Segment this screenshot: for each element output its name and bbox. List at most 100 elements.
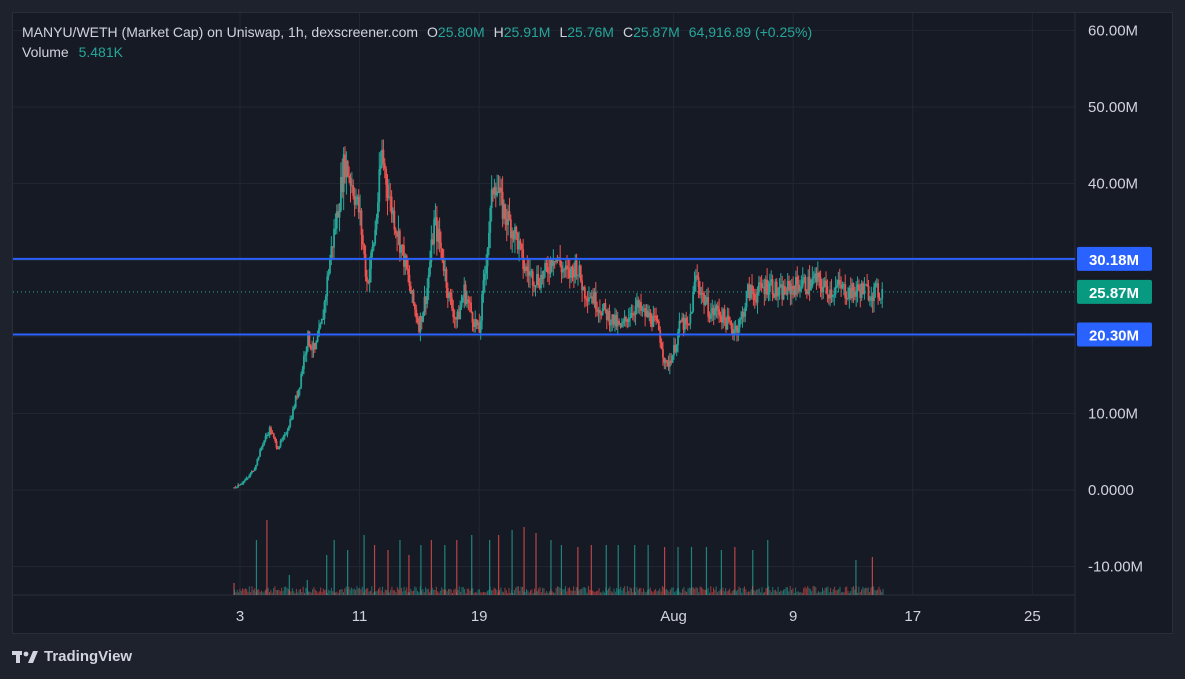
volume-bar xyxy=(855,586,857,595)
candle-body xyxy=(788,281,790,284)
candle-body xyxy=(619,323,622,327)
candle-body xyxy=(853,291,856,297)
candle-body xyxy=(485,266,488,274)
candle-body xyxy=(398,230,401,253)
candle-body xyxy=(778,286,781,296)
candle-body xyxy=(256,459,259,466)
candle-body xyxy=(664,360,667,363)
candle-body xyxy=(518,240,520,250)
volume-bar xyxy=(422,589,424,595)
candle-body xyxy=(415,309,418,318)
volume-bar xyxy=(852,586,854,595)
volume-bar xyxy=(559,588,561,595)
volume-bar xyxy=(546,590,548,595)
volume-bar xyxy=(625,592,627,595)
candle-body xyxy=(503,204,505,219)
volume-bar xyxy=(266,520,268,595)
candle-body xyxy=(266,434,268,437)
candle-body xyxy=(736,326,738,333)
volume-bar xyxy=(395,592,397,595)
volume-bar xyxy=(836,590,838,595)
candle-body xyxy=(397,230,400,237)
candle-body xyxy=(408,274,411,286)
candle-body xyxy=(714,311,716,316)
candle-body xyxy=(304,354,307,356)
volume-bar xyxy=(466,588,468,595)
candle-body xyxy=(821,286,823,293)
candle-body xyxy=(770,279,773,283)
volume-bar xyxy=(246,589,248,595)
candle-body xyxy=(345,161,348,178)
candle-body xyxy=(707,297,710,317)
high-label: H xyxy=(493,24,504,40)
candle-body xyxy=(660,342,663,350)
volume-bar xyxy=(519,590,521,595)
volume-bar xyxy=(617,545,619,595)
candle-body xyxy=(712,308,715,316)
volume-bar xyxy=(672,587,674,595)
candle-body xyxy=(360,210,363,235)
volume-bar xyxy=(844,587,846,595)
chart-frame[interactable] xyxy=(12,12,1173,634)
volume-bar xyxy=(585,588,587,595)
volume-bar xyxy=(511,589,513,595)
candle-body xyxy=(355,199,357,205)
volume-bar xyxy=(863,588,865,595)
candle-body xyxy=(572,269,575,278)
candle-body xyxy=(459,307,462,320)
candle-body xyxy=(467,299,470,302)
volume-bar xyxy=(648,589,650,595)
volume-bar xyxy=(251,586,253,595)
volume-bar xyxy=(410,588,412,595)
volume-bar xyxy=(599,592,601,595)
volume-bar xyxy=(822,587,824,595)
volume-bar xyxy=(333,540,335,595)
volume-bars xyxy=(233,520,884,595)
candle-body xyxy=(685,318,688,324)
candle-body xyxy=(471,312,474,323)
tradingview-branding[interactable]: TradingView xyxy=(12,648,132,665)
candle-body xyxy=(864,284,867,286)
candle-body xyxy=(359,210,361,213)
volume-bar xyxy=(356,586,358,595)
candle-body xyxy=(315,341,318,350)
volume-bar xyxy=(705,547,708,595)
volume-bar xyxy=(544,592,546,595)
candle-body xyxy=(551,259,553,266)
candle-body xyxy=(498,187,501,193)
candle-body xyxy=(466,299,468,304)
volume-bar xyxy=(376,590,378,595)
y-tick-label: 10.00M xyxy=(1088,405,1138,422)
volume-bar xyxy=(322,588,324,595)
volume-bar xyxy=(677,547,679,595)
volume-bar xyxy=(707,587,709,595)
candle-body xyxy=(237,484,240,488)
candle-body xyxy=(858,284,860,290)
candle-body xyxy=(546,267,549,273)
volume-bar xyxy=(725,588,727,595)
volume-bar xyxy=(365,588,367,595)
volume-bar xyxy=(770,592,772,595)
candle-body xyxy=(341,176,344,192)
volume-bar xyxy=(748,591,750,595)
candle-body xyxy=(366,276,368,282)
volume-bar xyxy=(659,588,661,595)
volume-bar xyxy=(569,587,571,595)
horizontal-levels: 30.18M 20.30M 25.87M xyxy=(13,246,1152,347)
volume-bar xyxy=(399,540,401,595)
volume-bar xyxy=(325,589,327,595)
candle-body xyxy=(313,342,316,350)
candle-body xyxy=(615,314,618,327)
volume-bar xyxy=(287,589,289,595)
volume-bar xyxy=(330,587,332,595)
volume-bar xyxy=(306,588,308,595)
candle-body xyxy=(881,289,884,299)
volume-bar xyxy=(496,589,498,595)
candle-body xyxy=(516,233,519,250)
volume-bar xyxy=(263,591,265,595)
candle-body xyxy=(286,430,289,435)
volume-bar xyxy=(438,592,440,595)
volume-bar xyxy=(878,586,880,595)
candle-body xyxy=(581,280,584,291)
